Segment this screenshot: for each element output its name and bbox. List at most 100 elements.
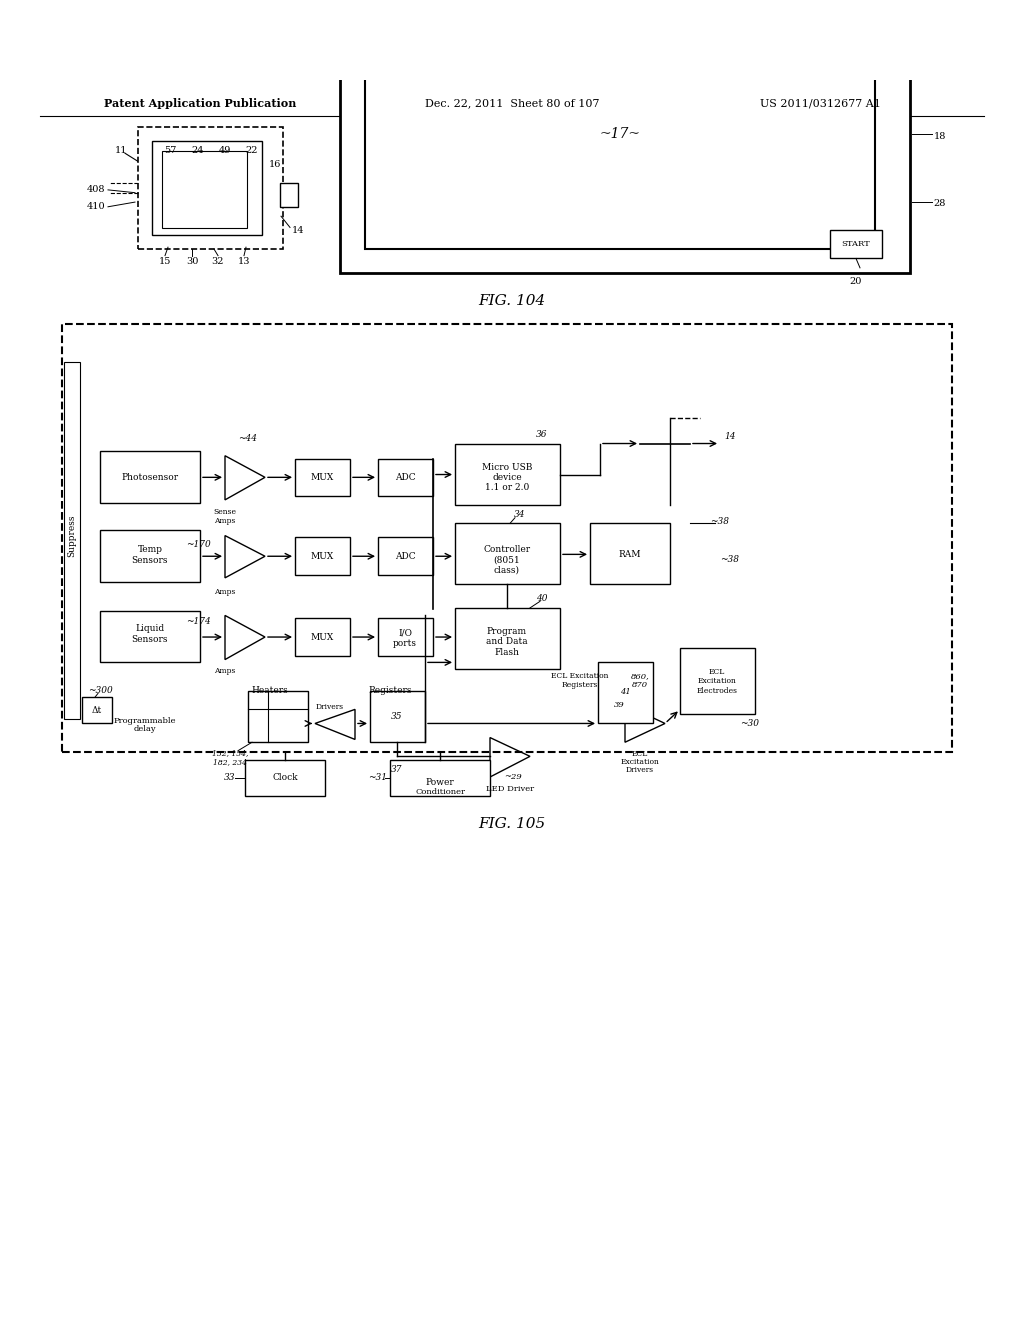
Text: 30: 30 [185,257,199,265]
Bar [365,18,874,249]
Text: ports: ports [393,639,417,648]
Bar [390,760,490,796]
Bar [455,444,560,504]
Text: Drivers: Drivers [626,767,654,775]
Text: ~29: ~29 [504,774,522,781]
Bar [100,451,200,503]
Bar [152,141,262,235]
Text: ~170: ~170 [185,540,210,549]
Text: Amps: Amps [214,516,236,524]
Text: US 2011/0312677 A1: US 2011/0312677 A1 [760,99,881,108]
Text: 49: 49 [219,147,231,154]
Text: Micro USB: Micro USB [482,462,532,471]
Text: 24: 24 [191,147,204,154]
Text: Drivers: Drivers [316,704,344,711]
Bar [378,537,433,576]
Text: device: device [493,473,522,482]
Text: Programmable: Programmable [114,717,176,725]
Text: Sensors: Sensors [132,557,168,565]
Text: 152, 154,: 152, 154, [212,750,248,758]
Text: Δt: Δt [92,706,102,715]
Text: 13: 13 [238,257,250,265]
Text: 1.1 or 2.0: 1.1 or 2.0 [485,483,529,492]
Text: 410: 410 [86,202,105,211]
Bar [63,362,80,719]
Text: Excitation: Excitation [697,677,736,685]
Bar [162,152,247,228]
Bar [455,609,560,669]
Text: 35: 35 [391,713,402,722]
Bar [455,523,560,585]
Text: ECL Excitation: ECL Excitation [551,672,608,681]
Text: LED Driver: LED Driver [486,785,535,793]
Bar [295,458,350,496]
Text: 860,: 860, [631,672,649,681]
Text: 870: 870 [632,681,648,689]
Text: 28: 28 [934,199,946,209]
Text: Registers: Registers [562,681,598,689]
Text: Temp: Temp [137,545,163,554]
Text: 16: 16 [269,160,282,169]
Text: MUX: MUX [310,632,334,642]
Bar [378,618,433,656]
Text: 37: 37 [391,766,402,774]
Text: Excitation: Excitation [621,758,659,766]
Text: 20: 20 [850,277,862,286]
Text: Photosensor: Photosensor [122,473,178,482]
Text: Electrodes: Electrodes [696,686,737,694]
Bar [100,529,200,582]
Text: Patent Application Publication: Patent Application Publication [103,98,296,110]
Text: Sense: Sense [213,508,237,516]
Text: 14: 14 [724,433,736,441]
Text: 11: 11 [115,147,128,154]
Bar [370,690,425,742]
Text: ~44: ~44 [239,434,257,444]
Text: ~38: ~38 [721,554,739,564]
Text: FIG. 104: FIG. 104 [478,294,546,308]
Text: Controller: Controller [483,545,530,554]
Bar [590,523,670,585]
Text: 39: 39 [613,701,625,709]
Text: and Data: and Data [486,638,527,647]
Text: 36: 36 [537,429,548,438]
Bar [830,230,882,259]
Bar [598,663,653,723]
Text: Heaters: Heaters [252,686,289,696]
Text: ECL: ECL [709,668,725,676]
Bar [680,648,755,714]
Text: FIG. 105: FIG. 105 [478,817,546,832]
Text: ~174: ~174 [185,616,210,626]
Text: MUX: MUX [310,473,334,482]
Bar [280,183,298,207]
Text: 18: 18 [934,132,946,141]
Bar [62,325,952,751]
Bar [340,0,910,272]
Text: 57: 57 [164,147,176,154]
Text: 33: 33 [224,774,236,783]
Text: Clock: Clock [272,774,298,783]
Text: Program: Program [487,627,527,636]
Text: ~17~: ~17~ [599,127,640,140]
Text: RAM: RAM [618,550,641,558]
Bar [295,537,350,576]
Text: 40: 40 [537,594,548,603]
Text: 41: 41 [620,689,631,697]
Text: Power: Power [426,779,455,787]
Text: ~31: ~31 [369,774,387,783]
Text: delay: delay [134,725,157,733]
Text: ~30: ~30 [740,719,760,727]
Text: Flash: Flash [495,648,519,656]
Text: class): class) [494,566,520,574]
Text: Registers: Registers [369,686,412,696]
Text: 22: 22 [246,147,258,154]
Text: 34: 34 [514,511,525,519]
Bar [378,458,433,496]
Bar [82,697,112,723]
Bar [138,127,283,249]
Text: ECL: ECL [632,750,648,758]
Text: MUX: MUX [310,552,334,561]
Text: 408: 408 [86,185,105,194]
Bar [248,690,308,742]
Text: Dec. 22, 2011  Sheet 80 of 107: Dec. 22, 2011 Sheet 80 of 107 [425,99,599,108]
Text: ~300: ~300 [88,686,113,696]
